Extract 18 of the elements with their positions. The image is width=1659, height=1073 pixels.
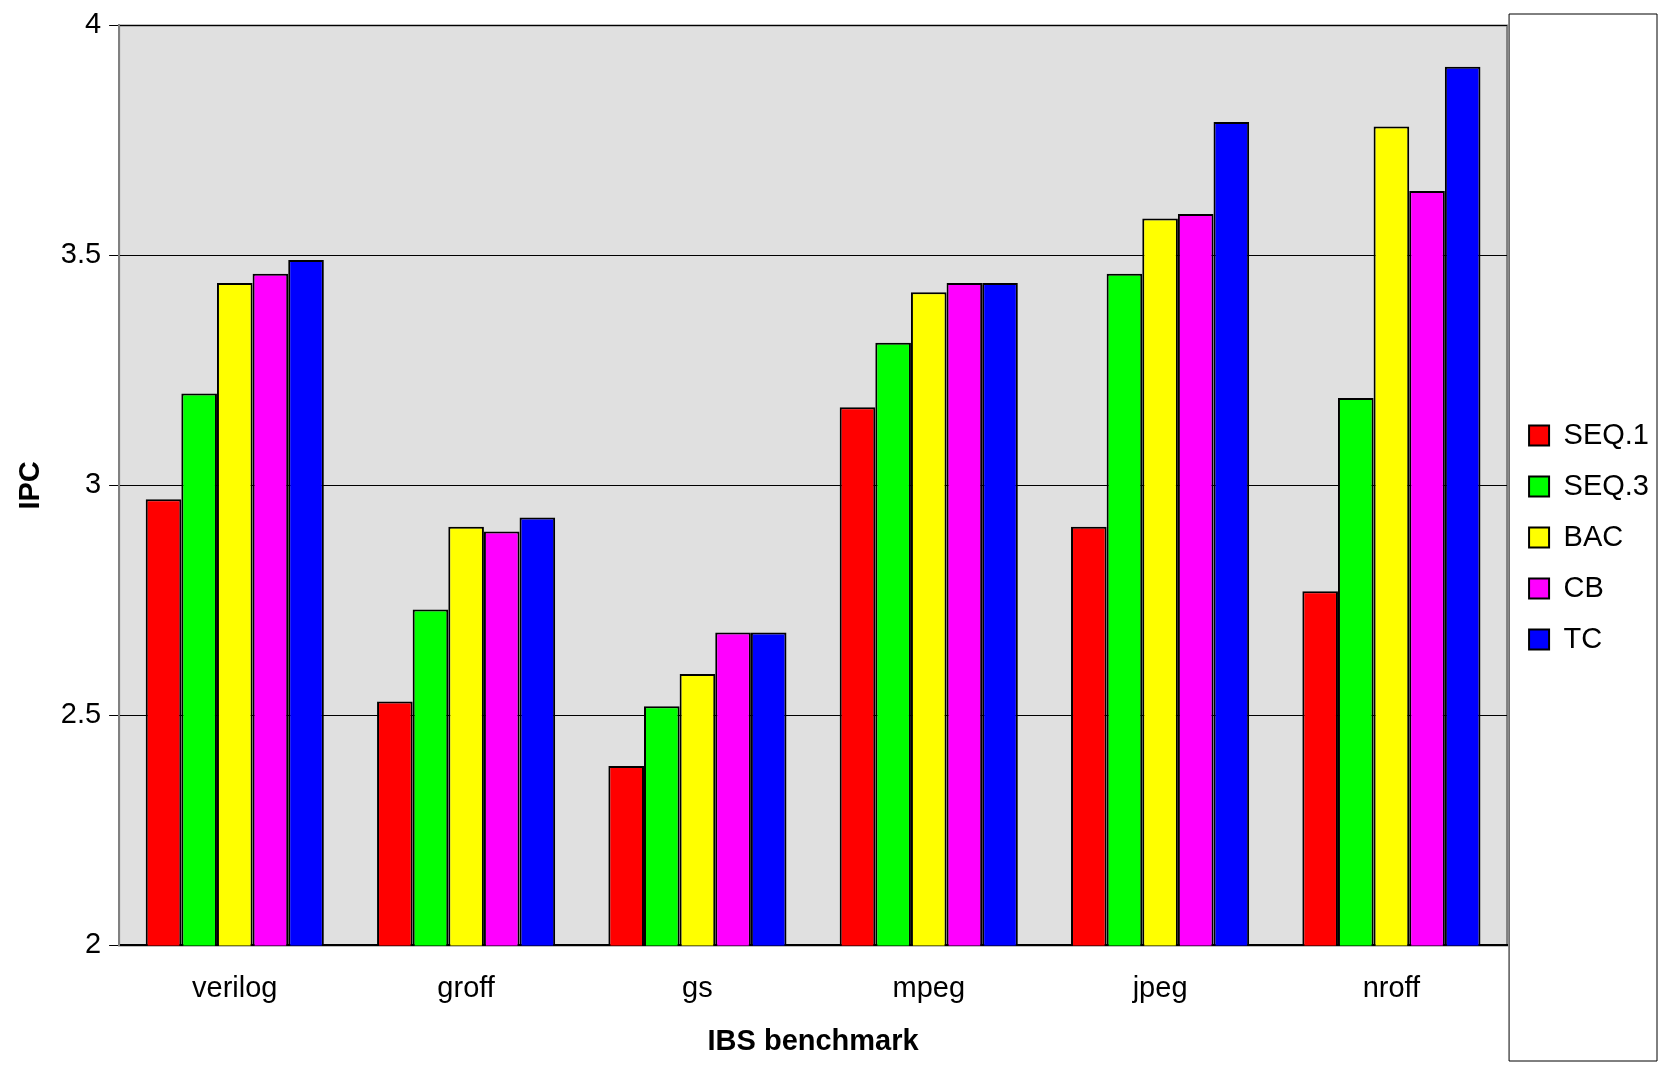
y-axis-title: IPC: [13, 461, 46, 510]
y-tick-label: 2: [84, 927, 102, 960]
x-tick-label: gs: [682, 970, 713, 1003]
y-tick-label: 2.5: [60, 697, 102, 730]
y-tick-label: 4: [84, 7, 102, 40]
x-tick-label: jpeg: [1131, 970, 1188, 1003]
legend-label: BAC: [1563, 519, 1624, 552]
x-tick-label: mpeg: [892, 970, 966, 1003]
x-tick-label: verilog: [192, 970, 278, 1003]
legend-label: SEQ.3: [1563, 468, 1650, 501]
x-tick-label: nroff: [1362, 970, 1422, 1003]
y-tick-label: 3: [84, 467, 102, 500]
legend-label: TC: [1563, 621, 1603, 654]
x-axis-title: IBS benchmark: [707, 1023, 920, 1056]
legend-label: SEQ.1: [1563, 417, 1650, 450]
y-tick-label: 3.5: [60, 237, 102, 270]
x-tick-label: groff: [437, 970, 496, 1003]
legend-label: CB: [1563, 570, 1604, 603]
